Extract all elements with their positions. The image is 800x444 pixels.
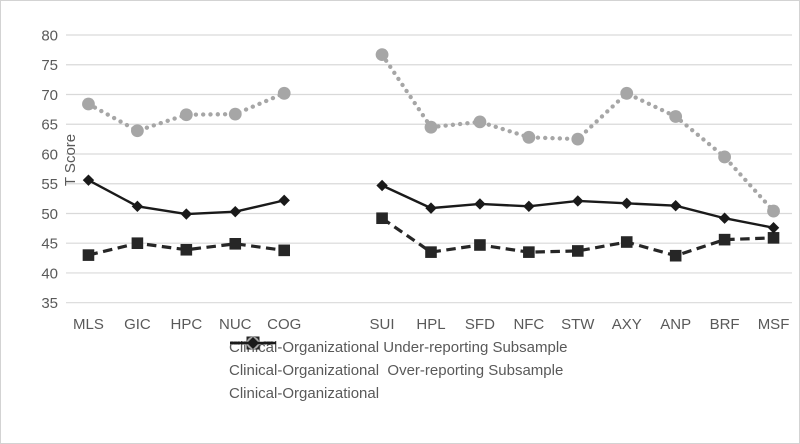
y-tick-label: 70: [41, 87, 58, 104]
x-category-label: SFD: [465, 316, 495, 333]
data-point-diamond: [131, 200, 144, 213]
data-point-circle: [179, 108, 193, 122]
data-point-square: [180, 243, 193, 256]
data-point-diamond: [474, 198, 486, 210]
data-point-diamond: [278, 194, 290, 207]
x-category-label: ANP: [660, 316, 691, 333]
x-category-label: MLS: [73, 316, 104, 333]
x-category-label: STW: [561, 316, 595, 333]
data-point-diamond: [180, 208, 193, 220]
data-point-circle: [277, 86, 291, 100]
legend-label: Clinical-Organizational Over-reporting S…: [229, 362, 564, 379]
series-line-dotted: [379, 52, 776, 214]
data-point-square: [425, 246, 437, 258]
y-tick-label: 40: [41, 265, 58, 282]
y-tick-label: 80: [41, 28, 58, 45]
data-point-square: [131, 237, 144, 250]
y-tick-label: 35: [41, 295, 58, 312]
data-point-diamond: [82, 174, 95, 186]
series-line-dashed: [88, 241, 285, 257]
data-point-diamond: [669, 200, 682, 212]
x-category-label: SUI: [370, 316, 395, 333]
data-point-diamond: [767, 222, 780, 234]
data-point-square: [376, 212, 388, 225]
data-point-square: [474, 239, 486, 251]
legend-label: Clinical-Organizational Under-reporting …: [229, 339, 568, 356]
data-point-square: [572, 245, 584, 257]
y-tick-label: 55: [41, 176, 58, 193]
data-point-diamond: [229, 205, 241, 218]
y-tick-label: 75: [41, 57, 58, 74]
data-point-diamond: [523, 200, 535, 213]
legend-item-under-reporting: Clinical-Organizational Under-reporting …: [229, 336, 568, 359]
data-point-square: [278, 244, 290, 257]
data-point-circle: [131, 124, 144, 138]
solid-diamond-series-icon: [230, 337, 276, 349]
series-line-dotted: [86, 91, 287, 134]
legend: Clinical-Organizational Under-reporting …: [229, 336, 568, 405]
x-category-label: MSF: [758, 316, 790, 333]
data-point-square: [669, 249, 682, 262]
y-tick-label: 65: [41, 117, 58, 134]
legend-item-over-reporting: Clinical-Organizational Over-reporting S…: [229, 336, 568, 382]
data-point-diamond: [718, 212, 731, 224]
data-point-square: [523, 246, 535, 258]
data-point-square: [82, 249, 95, 261]
data-point-square: [620, 236, 633, 248]
data-point-diamond: [425, 202, 437, 214]
series-line-dashed: [381, 216, 774, 258]
data-point-diamond: [376, 179, 388, 192]
x-category-label: COG: [267, 316, 301, 333]
legend-item-clinical-organizational: Clinical-Organizational: [229, 337, 568, 405]
data-point-circle: [228, 107, 242, 121]
data-point-circle: [571, 132, 585, 146]
y-tick-label: 45: [41, 236, 58, 253]
x-category-label: NUC: [219, 316, 252, 333]
x-category-label: NFC: [513, 316, 544, 333]
y-tick-label: 60: [41, 146, 58, 163]
data-point-square: [229, 238, 242, 250]
data-point-circle: [82, 97, 95, 111]
data-point-diamond: [621, 197, 633, 210]
data-point-square: [718, 233, 731, 246]
data-point-circle: [424, 120, 438, 134]
data-point-circle: [375, 48, 389, 62]
x-category-label: AXY: [612, 316, 642, 333]
x-category-label: HPL: [416, 316, 445, 333]
x-category-label: HPC: [170, 316, 202, 333]
y-tick-label: 50: [41, 206, 58, 223]
data-point-circle: [620, 86, 634, 100]
data-point-diamond: [572, 195, 584, 207]
data-point-circle: [473, 115, 487, 129]
data-point-circle: [718, 150, 731, 164]
x-category-label: BRF: [710, 316, 740, 333]
legend-label: Clinical-Organizational: [229, 385, 380, 402]
data-point-circle: [669, 110, 683, 123]
y-axis-title: T Score: [62, 133, 79, 187]
data-point-circle: [522, 130, 536, 144]
data-point-circle: [767, 204, 780, 218]
data-point-square: [767, 232, 780, 244]
x-category-label: GIC: [124, 316, 151, 333]
